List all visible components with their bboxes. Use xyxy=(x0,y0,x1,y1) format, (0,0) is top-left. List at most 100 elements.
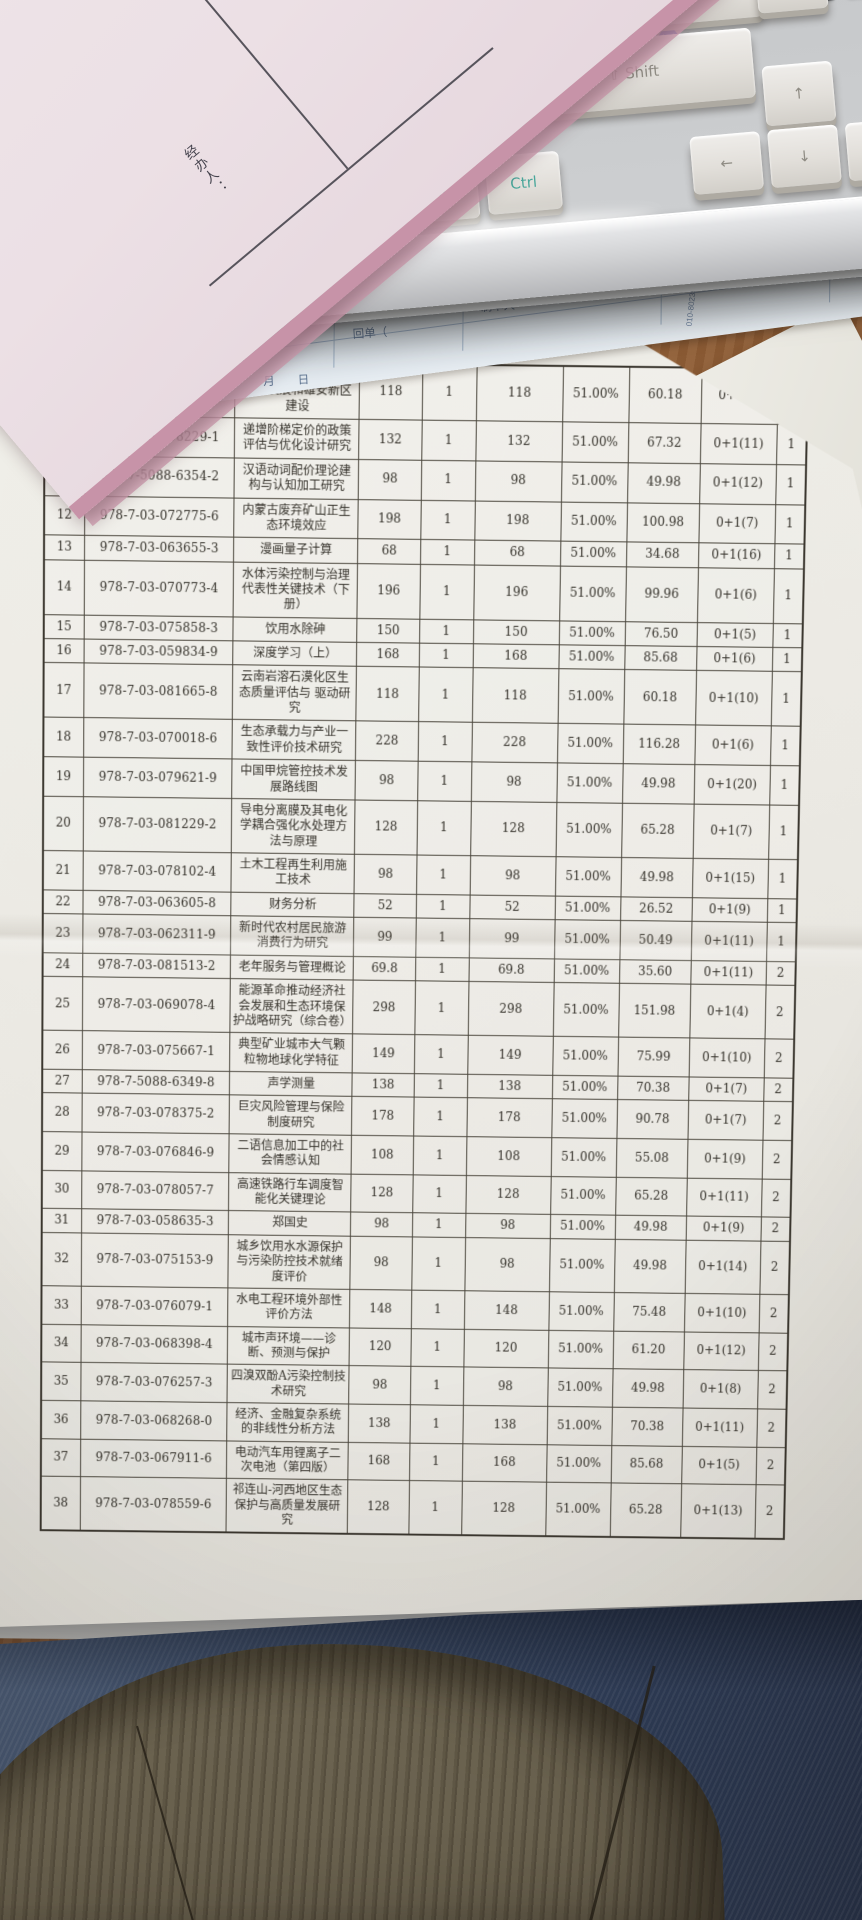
cell-net-amount: 50.49 xyxy=(620,921,692,961)
cell-quantity: 1 xyxy=(410,1405,463,1444)
cell-row-number: 26 xyxy=(42,1030,82,1069)
cell-copies: 1 xyxy=(768,805,799,860)
cell-total: 98 xyxy=(465,1237,550,1291)
cell-discount: 51.00% xyxy=(554,959,620,984)
cell-total: 138 xyxy=(467,1074,552,1099)
cell-total: 68 xyxy=(474,540,560,565)
cell-row-number: 32 xyxy=(42,1232,82,1286)
cell-row-number: 18 xyxy=(43,717,83,757)
cell-title: 生态承载力与产业一致性评价技术研究 xyxy=(232,720,356,761)
cell-isbn: 978-7-03-079621-9 xyxy=(83,757,232,798)
cell-copies: 2 xyxy=(760,1241,790,1295)
cell-total: 98 xyxy=(470,856,556,896)
cell-total: 178 xyxy=(467,1098,552,1138)
cell-net-amount: 60.18 xyxy=(623,670,696,726)
cell-package-code: 0+1(14) xyxy=(685,1240,761,1294)
cell-isbn: 978-7-03-076079-1 xyxy=(81,1286,228,1326)
cell-discount: 51.00% xyxy=(551,1138,617,1177)
cell-net-amount: 100.98 xyxy=(627,502,700,543)
cell-copies: 2 xyxy=(764,1078,794,1102)
cell-package-code: 0+1(20) xyxy=(694,765,770,805)
cell-copies: 1 xyxy=(770,766,800,806)
cell-row-number: 16 xyxy=(44,639,84,664)
cell-row-number: 22 xyxy=(43,890,83,914)
cell-net-amount: 49.98 xyxy=(622,764,695,804)
cell-isbn: 978-7-03-070018-6 xyxy=(83,718,232,759)
cell-quantity: 1 xyxy=(412,1175,466,1214)
cell-price: 118 xyxy=(356,667,419,722)
cell-quantity: 1 xyxy=(421,460,476,500)
cell-discount: 51.00% xyxy=(550,1215,615,1239)
cell-copies: 2 xyxy=(763,1102,793,1141)
cell-package-code: 0+1(7) xyxy=(699,503,776,544)
cell-discount: 51.00% xyxy=(559,621,625,646)
cell-total: 228 xyxy=(472,723,558,763)
cell-net-amount: 70.38 xyxy=(611,1407,682,1446)
cell-discount: 51.00% xyxy=(556,802,623,857)
cell-price: 138 xyxy=(352,1073,414,1097)
cell-title: 漫画量子计算 xyxy=(234,537,358,563)
cell-package-code: 0+1(5) xyxy=(681,1446,756,1485)
cell-copies: 1 xyxy=(768,859,798,898)
cell-net-amount: 49.98 xyxy=(614,1239,686,1293)
cell-row-number: 24 xyxy=(43,953,83,977)
cell-quantity: 1 xyxy=(415,981,469,1036)
cell-package-code: 0+1(6) xyxy=(697,567,774,623)
cell-price: 298 xyxy=(353,980,415,1035)
cell-title: 城乡饮用水水源保护与污染防控技术就绪度评价 xyxy=(228,1235,350,1290)
cell-package-code: 0+1(9) xyxy=(692,897,768,922)
cell-title: 郑国史 xyxy=(229,1211,351,1236)
cell-total: 120 xyxy=(464,1329,549,1368)
cell-quantity: 1 xyxy=(417,801,471,856)
arrow-down-key: ↓ xyxy=(767,124,842,189)
cell-package-code: 0+1(4) xyxy=(690,984,766,1039)
cell-title: 高速铁路行车调度智能化关键理论 xyxy=(229,1172,351,1212)
cell-discount: 51.00% xyxy=(545,1483,611,1537)
cell-discount: 51.00% xyxy=(561,462,628,503)
cell-title: 水电工程环境外部性评价方法 xyxy=(228,1288,350,1328)
cell-title: 中国甲烷管控技术发展路线图 xyxy=(232,759,356,800)
cell-title: 云南岩溶石漠化区生态质量评估与 驱动研究 xyxy=(233,665,357,721)
cell-net-amount: 116.28 xyxy=(623,725,696,765)
cell-copies: 2 xyxy=(761,1179,791,1218)
cell-net-amount: 49.98 xyxy=(612,1369,683,1408)
cell-net-amount: 76.50 xyxy=(625,621,697,646)
cell-copies: 1 xyxy=(773,623,803,648)
cell-net-amount: 70.38 xyxy=(617,1076,689,1101)
cell-quantity: 1 xyxy=(414,1074,468,1098)
cell-price: 128 xyxy=(348,1480,410,1534)
cell-net-amount: 65.28 xyxy=(615,1177,687,1216)
cell-discount: 51.00% xyxy=(548,1330,614,1369)
cell-discount: 51.00% xyxy=(551,1099,617,1138)
cell-isbn: 978-7-03-067911-6 xyxy=(80,1439,227,1479)
document-paper: 发货单号：SD26030600744 页码：2 /3 9 978-7-03-00… xyxy=(0,315,862,1648)
cell-discount: 51.00% xyxy=(560,541,627,566)
cell-title: 典型矿业城市大气颗粒物地球化学特征 xyxy=(230,1033,353,1073)
cell-total: 196 xyxy=(473,565,560,621)
cell-total: 98 xyxy=(475,461,562,502)
cell-price: 98 xyxy=(349,1366,411,1405)
cell-isbn: 978-7-03-078375-2 xyxy=(82,1093,230,1133)
cell-quantity: 1 xyxy=(420,540,474,565)
blank-key xyxy=(844,117,862,182)
cell-discount: 51.00% xyxy=(547,1368,612,1407)
ctrl-key-label: Ctrl xyxy=(509,172,538,193)
cell-price: 52 xyxy=(354,893,416,918)
cell-row-number: 33 xyxy=(41,1286,81,1325)
cell-total: 98 xyxy=(463,1367,548,1406)
cell-copies: 1 xyxy=(771,672,802,727)
cell-discount: 51.00% xyxy=(555,857,621,897)
cell-total: 128 xyxy=(466,1175,551,1215)
cell-price: 132 xyxy=(359,419,422,460)
cell-title: 汉语动词配价理论建构与认知加工研究 xyxy=(234,458,358,499)
cell-package-code: 0+1(5) xyxy=(697,622,773,647)
cell-copies: 1 xyxy=(770,726,800,766)
cell-title: 经济、金融复杂系统的非线性分析方法 xyxy=(227,1403,349,1443)
cell-net-amount: 85.68 xyxy=(611,1445,682,1484)
cell-row-number: 25 xyxy=(42,976,82,1030)
cell-price: 120 xyxy=(349,1328,411,1367)
cell-row-number: 28 xyxy=(42,1093,82,1132)
arrow-up-key-label: ↑ xyxy=(791,84,806,104)
cell-package-code: 0+1(7) xyxy=(693,804,770,859)
cell-copies: 2 xyxy=(762,1140,792,1179)
